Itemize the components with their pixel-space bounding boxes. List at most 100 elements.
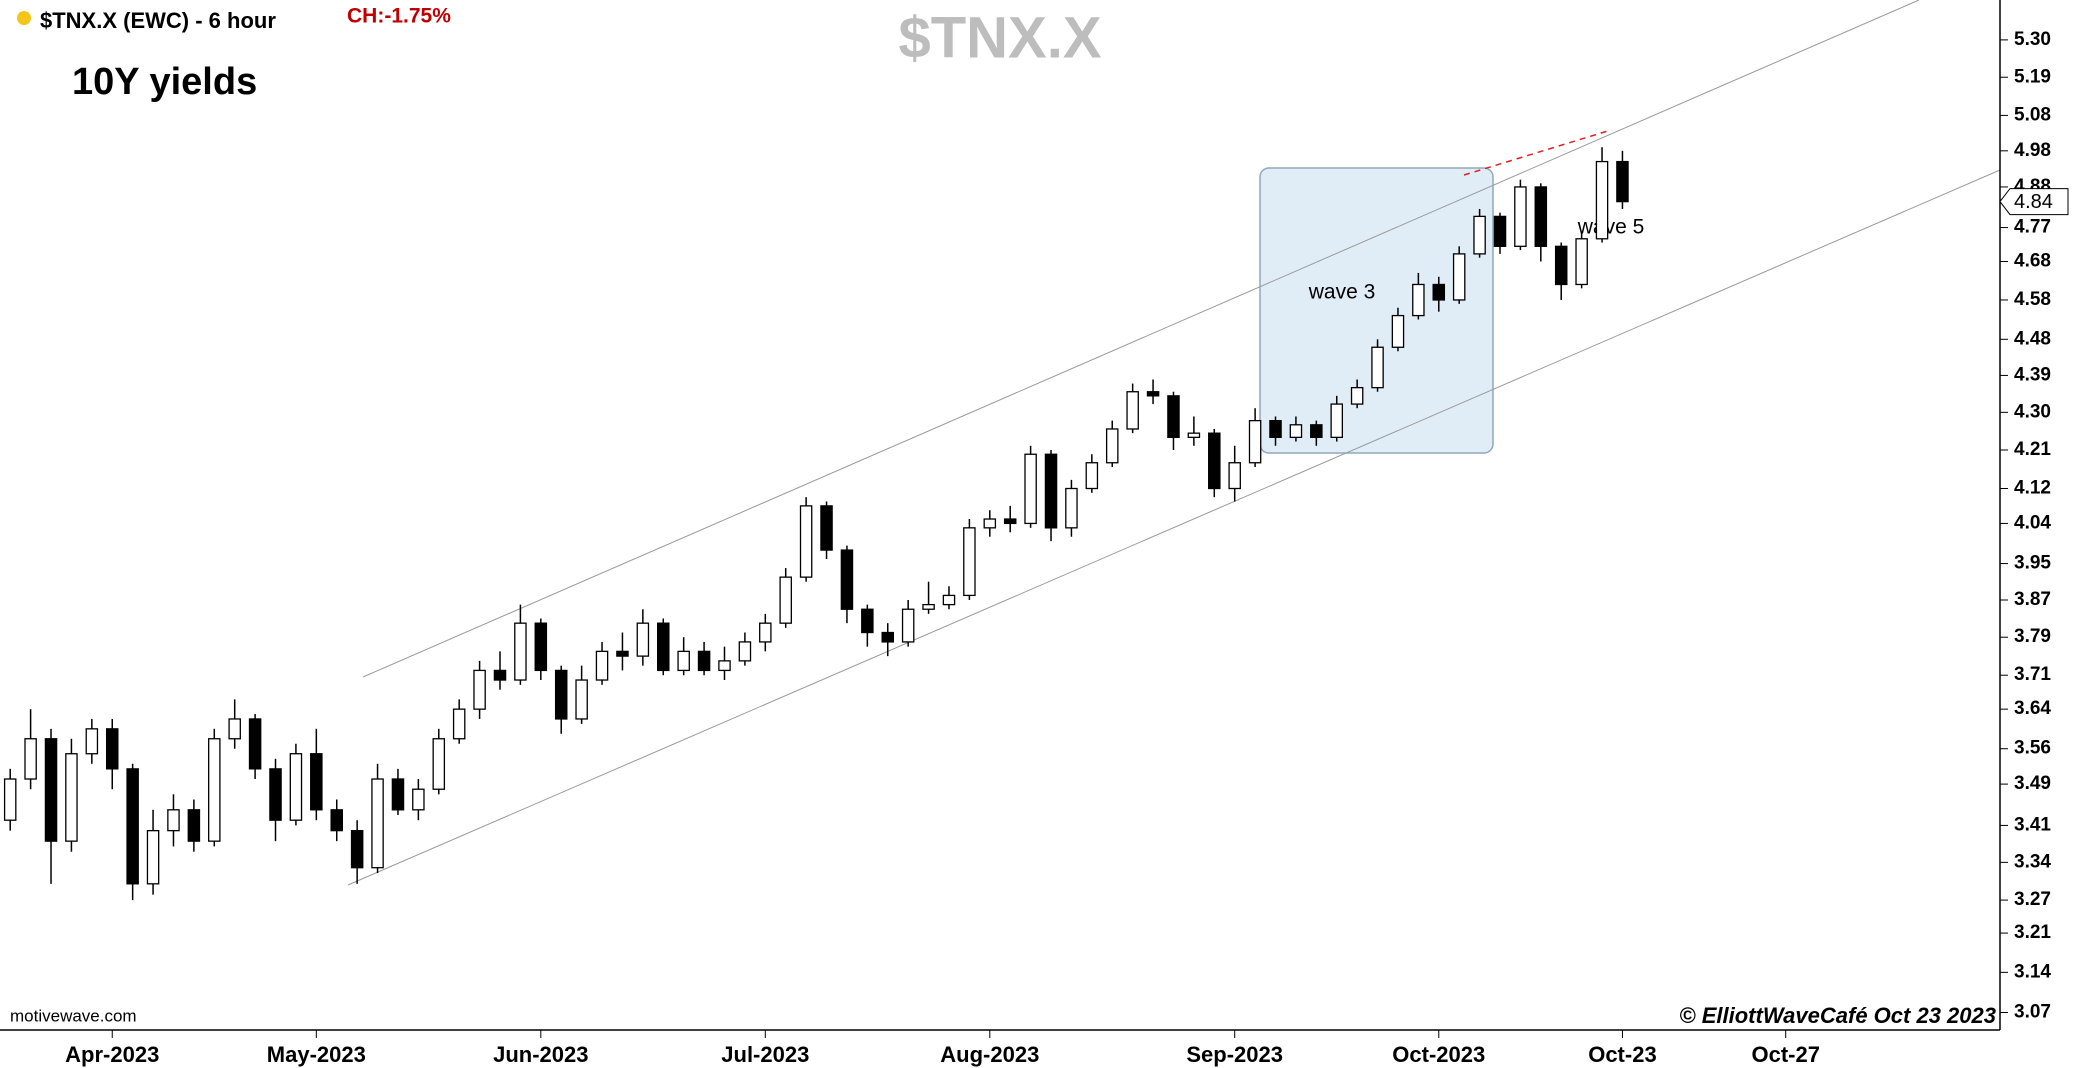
y-tick-label: 3.27	[2014, 889, 2051, 910]
candle-body	[636, 622, 650, 657]
candle-body	[840, 549, 854, 610]
x-tick-label: Oct-2023	[1392, 1042, 1485, 1067]
y-tick-label: 3.07	[2014, 1002, 2051, 1023]
candle-body	[901, 608, 915, 643]
candle-body	[208, 738, 221, 842]
candle-body	[167, 809, 180, 832]
candle-body	[44, 738, 58, 842]
candle-body	[1493, 215, 1507, 247]
candle-body	[1146, 391, 1160, 397]
candle-body	[1616, 160, 1629, 203]
y-tick-label: 3.95	[2014, 553, 2051, 574]
candle-body	[1085, 462, 1099, 490]
y-tick-label: 3.79	[2014, 626, 2051, 647]
x-tick-label: Jul-2023	[721, 1042, 809, 1067]
symbol-label: $TNX.X (EWC) - 6 hour	[40, 8, 276, 33]
y-tick-label: 4.48	[2014, 328, 2051, 349]
candle-body	[24, 738, 37, 780]
y-tick-label: 4.68	[2014, 251, 2051, 272]
x-tick-label: Oct-23	[1588, 1042, 1656, 1067]
candle-body	[1126, 391, 1139, 430]
candle-body	[350, 829, 364, 869]
y-tick-label: 3.41	[2014, 814, 2051, 835]
candle-body	[1452, 253, 1466, 301]
candle-body	[1187, 432, 1201, 439]
candle-body	[248, 718, 262, 770]
candle-body	[1371, 346, 1384, 389]
candle-body	[514, 622, 527, 681]
candle-body	[942, 594, 956, 606]
candle-body	[1105, 428, 1119, 464]
candle-body	[493, 669, 507, 681]
candle-body	[1167, 395, 1180, 439]
candle-body	[432, 738, 446, 790]
candle-body	[412, 788, 425, 811]
candle-body	[616, 650, 629, 657]
candle-body	[146, 829, 160, 885]
candle-body	[1310, 424, 1323, 439]
y-tick-label: 3.87	[2014, 589, 2051, 610]
y-tick-label: 4.58	[2014, 289, 2051, 310]
wave-label: wave 3	[1308, 281, 1376, 304]
candle-body	[1024, 453, 1037, 525]
candle-body	[779, 576, 792, 624]
copyright: © ElliottWaveCafé Oct 23 2023	[1679, 1003, 1996, 1028]
y-tick-label: 4.04	[2014, 512, 2051, 533]
wave-label: wave 5	[1577, 216, 1645, 239]
watermark-title: $TNX.X	[898, 5, 1101, 70]
candle-body	[289, 753, 303, 821]
candle-body	[963, 527, 976, 597]
candle-body	[473, 669, 486, 710]
y-tick-label: 3.56	[2014, 738, 2051, 759]
y-tick-label: 3.49	[2014, 773, 2051, 794]
candle-body	[861, 608, 874, 634]
source-label: motivewave.com	[10, 1006, 137, 1025]
candle-body	[575, 679, 588, 720]
y-tick-label: 5.30	[2014, 29, 2051, 50]
wave-3-box	[1259, 167, 1494, 454]
candle-body	[1044, 453, 1058, 529]
y-tick-label: 3.34	[2014, 851, 2051, 872]
candle-body	[1412, 283, 1425, 317]
candle-body	[718, 660, 731, 672]
y-tick-label: 5.08	[2014, 104, 2051, 125]
candle-body	[1391, 314, 1405, 348]
candle-body	[1269, 419, 1282, 439]
candle-body	[799, 505, 813, 578]
change-label: CH:-1.75%	[347, 5, 451, 28]
candle-body	[534, 622, 548, 672]
candle-body	[595, 650, 609, 681]
y-tick-label: 4.39	[2014, 364, 2051, 385]
candle-body	[1534, 186, 1548, 247]
resistance-line	[1463, 129, 1612, 176]
candle-body	[105, 728, 119, 770]
y-tick-label: 4.98	[2014, 140, 2051, 161]
candle-body	[554, 669, 568, 720]
candle-body	[269, 768, 282, 821]
candle-body	[228, 718, 241, 740]
y-tick-label: 3.64	[2014, 698, 2051, 719]
y-tick-label: 4.21	[2014, 439, 2051, 460]
candle-body	[820, 505, 833, 551]
candle-body	[1432, 283, 1446, 301]
candle-body	[1330, 403, 1343, 439]
candle-body	[922, 603, 935, 610]
candle-body	[85, 728, 99, 755]
candle-body	[3, 778, 17, 821]
candle-body	[738, 641, 752, 662]
y-tick-label: 4.30	[2014, 401, 2051, 422]
y-tick-label: 4.77	[2014, 217, 2051, 238]
candle-body	[1248, 419, 1262, 464]
candle-body	[1065, 487, 1078, 529]
candle-body	[983, 518, 997, 529]
candle-body	[126, 768, 139, 885]
candle-body	[187, 809, 201, 842]
candle-body	[677, 650, 690, 672]
candle-body	[391, 778, 405, 811]
x-tick-label: Jun-2023	[493, 1042, 588, 1067]
candle-body	[1208, 432, 1221, 490]
x-tick-label: Aug-2023	[940, 1042, 1039, 1067]
y-tick-label: 4.12	[2014, 478, 2051, 499]
candle-body	[1554, 245, 1568, 286]
